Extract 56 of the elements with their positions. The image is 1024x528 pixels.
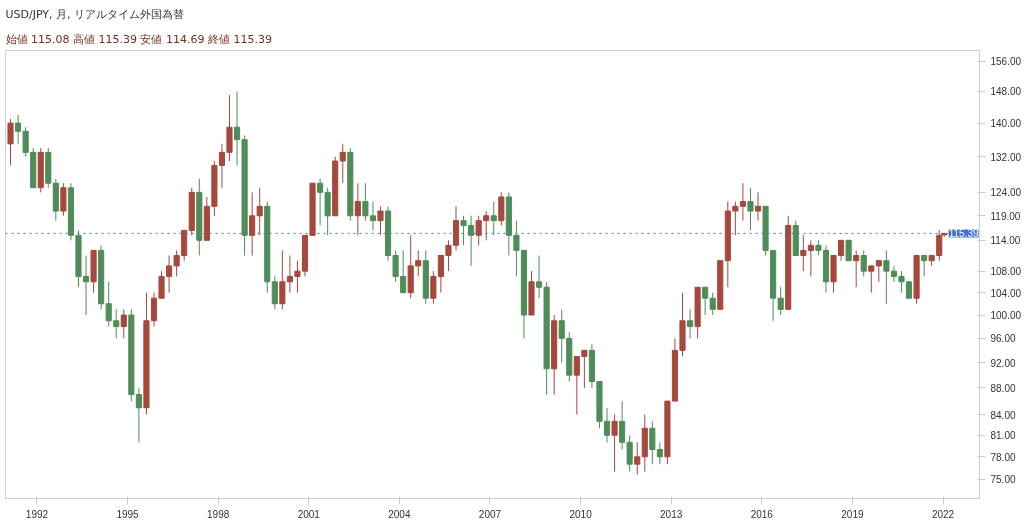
candlestick bbox=[845, 239, 852, 262]
x-tick-label: 2004 bbox=[388, 508, 411, 520]
chart-subtitle: 始値 115.08 高値 115.39 安値 114.69 終値 115.39 bbox=[5, 32, 272, 46]
candlestick bbox=[860, 249, 867, 277]
candlestick bbox=[279, 249, 286, 310]
candlestick bbox=[702, 286, 709, 316]
candlestick bbox=[853, 249, 860, 288]
x-tick-label: 2019 bbox=[841, 508, 864, 520]
y-tick-label: 132.00 bbox=[990, 151, 1022, 163]
y-tick-label: 84.00 bbox=[990, 409, 1016, 421]
y-tick-label: 148.00 bbox=[990, 86, 1022, 98]
y-tick-label: 75.00 bbox=[990, 474, 1016, 486]
y-tick-label: 124.00 bbox=[990, 187, 1022, 199]
x-tick-label: 2007 bbox=[478, 508, 502, 520]
y-tick-label: 78.00 bbox=[990, 451, 1016, 463]
candlestick bbox=[150, 292, 158, 328]
y-tick-label: 88.00 bbox=[990, 382, 1016, 394]
ref-line-label: 115.39 bbox=[948, 228, 979, 240]
y-tick-label: 92.00 bbox=[990, 357, 1016, 369]
y-tick-label: 156.00 bbox=[990, 56, 1022, 68]
x-tick-label: 2010 bbox=[569, 508, 593, 520]
candlestick bbox=[921, 255, 928, 277]
candlestick bbox=[339, 143, 346, 184]
x-tick-label: 1995 bbox=[116, 508, 140, 520]
candlestick bbox=[875, 260, 882, 283]
candlestick bbox=[687, 308, 694, 339]
candlestick bbox=[490, 201, 497, 236]
x-tick-label: 2013 bbox=[660, 508, 683, 520]
candlestick bbox=[709, 292, 716, 316]
y-tick-label: 114.00 bbox=[990, 235, 1021, 247]
candlestick bbox=[377, 205, 384, 236]
y-tick-label: 140.00 bbox=[990, 118, 1022, 130]
candlestick bbox=[60, 182, 67, 217]
candlestick bbox=[634, 441, 641, 476]
candlestick bbox=[754, 191, 762, 222]
y-tick-label: 100.00 bbox=[990, 310, 1022, 322]
y-tick-label: 81.00 bbox=[990, 430, 1016, 442]
candlestick bbox=[747, 187, 754, 231]
candlestick bbox=[120, 308, 127, 339]
candlestick bbox=[868, 265, 875, 294]
y-tick-label: 104.00 bbox=[990, 287, 1022, 299]
y-tick-label: 96.00 bbox=[990, 333, 1016, 345]
candlestick bbox=[498, 191, 505, 226]
y-tick-label: 119.00 bbox=[990, 210, 1021, 222]
candlestick bbox=[233, 90, 241, 166]
chart-title: USD/JPY, 月, リアルタイム外国為替 bbox=[5, 7, 185, 21]
candlestick bbox=[354, 182, 361, 236]
candlestick bbox=[611, 414, 618, 473]
x-tick-label: 2001 bbox=[297, 508, 321, 520]
candlestick bbox=[7, 118, 14, 166]
x-tick-label: 2022 bbox=[931, 508, 955, 520]
x-tick-label: 2016 bbox=[750, 508, 774, 520]
candlestick bbox=[271, 275, 278, 310]
y-tick-label: 108.00 bbox=[990, 266, 1022, 278]
x-tick-label: 1998 bbox=[207, 508, 230, 520]
x-tick-label: 1992 bbox=[25, 508, 49, 520]
